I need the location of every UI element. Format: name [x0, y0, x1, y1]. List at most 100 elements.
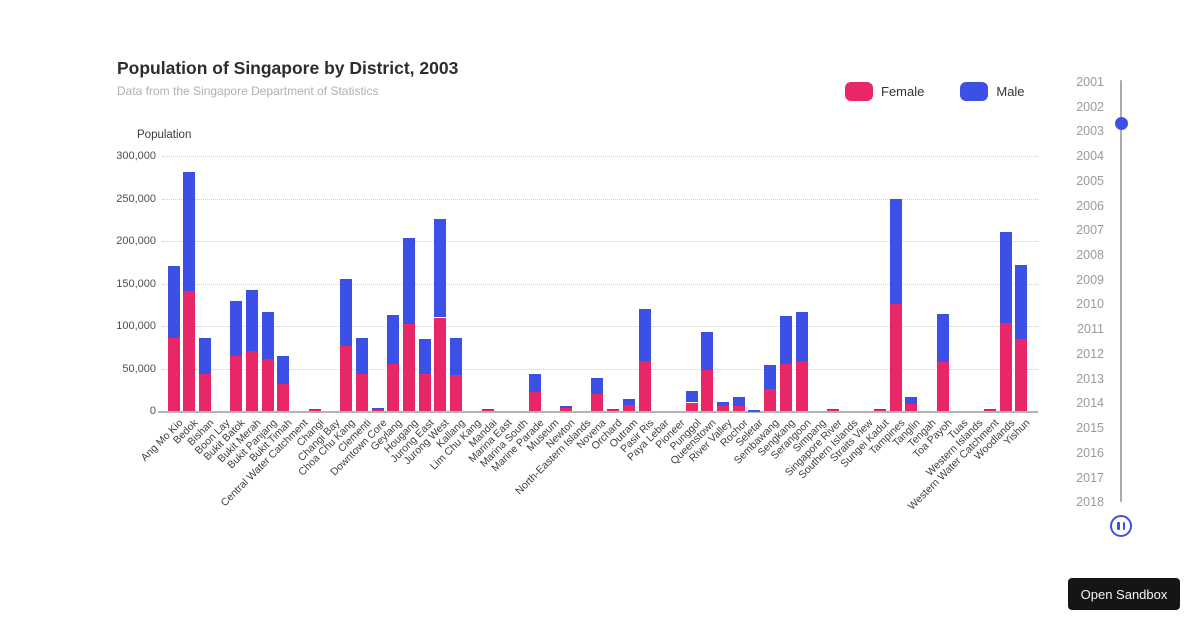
bar-segment-female[interactable]: [560, 408, 572, 411]
bar-segment-male[interactable]: [183, 172, 196, 292]
bar-segment-female[interactable]: [261, 359, 274, 411]
bar-segment-male[interactable]: [450, 337, 463, 376]
bar-segment-male[interactable]: [764, 365, 777, 389]
bar-segment-female[interactable]: [246, 350, 258, 411]
bar-segment-female[interactable]: [591, 394, 604, 411]
bar-segment-male[interactable]: [905, 397, 918, 405]
bar-segment-male[interactable]: [685, 391, 698, 403]
bar-segment-male[interactable]: [481, 409, 494, 411]
bar-segment-female[interactable]: [874, 410, 886, 411]
bar-segment-female[interactable]: [983, 410, 996, 411]
bar-segment-female[interactable]: [701, 370, 714, 411]
bar-segment-male[interactable]: [371, 408, 384, 410]
bar-segment-female[interactable]: [717, 405, 729, 411]
bar-segment-female[interactable]: [387, 364, 400, 411]
bar-segment-female[interactable]: [607, 410, 620, 411]
bar-segment-male[interactable]: [717, 401, 729, 406]
bar-segment-male[interactable]: [826, 409, 839, 411]
year-option-2002[interactable]: 2002: [1076, 99, 1104, 114]
bar-segment-female[interactable]: [277, 383, 290, 411]
bar-segment-female[interactable]: [340, 345, 353, 411]
bar-segment-female[interactable]: [795, 360, 808, 411]
bar-segment-female[interactable]: [403, 324, 415, 411]
bar-segment-female[interactable]: [481, 410, 494, 411]
year-option-2005[interactable]: 2005: [1076, 173, 1104, 188]
bar-segment-male[interactable]: [355, 337, 368, 375]
bar-segment-male[interactable]: [387, 314, 400, 365]
bar-segment-male[interactable]: [622, 399, 635, 406]
bar-segment-female[interactable]: [355, 374, 368, 411]
bar-segment-male[interactable]: [874, 409, 886, 411]
pause-button[interactable]: [1110, 515, 1132, 537]
bar-segment-male[interactable]: [1015, 264, 1028, 339]
bar-segment-male[interactable]: [638, 309, 651, 361]
year-option-2017[interactable]: 2017: [1076, 470, 1104, 485]
bar-segment-female[interactable]: [434, 317, 447, 411]
bar-segment-male[interactable]: [434, 218, 447, 318]
bar-segment-male[interactable]: [732, 397, 745, 406]
bar-segment-male[interactable]: [591, 377, 604, 394]
bar-segment-female[interactable]: [779, 364, 792, 411]
year-option-2001[interactable]: 2001: [1076, 75, 1104, 89]
bar-segment-male[interactable]: [308, 409, 321, 411]
year-option-2009[interactable]: 2009: [1076, 272, 1104, 287]
bar-segment-female[interactable]: [308, 410, 321, 411]
bar-segment-male[interactable]: [277, 355, 290, 384]
year-option-2013[interactable]: 2013: [1076, 371, 1104, 386]
year-option-2008[interactable]: 2008: [1076, 248, 1104, 263]
open-sandbox-button[interactable]: Open Sandbox: [1068, 578, 1180, 610]
bar-segment-male[interactable]: [607, 409, 620, 411]
legend-item-male[interactable]: Male: [960, 81, 1025, 101]
bar-segment-male[interactable]: [779, 315, 792, 365]
bar-segment-male[interactable]: [167, 265, 180, 338]
bar-segment-male[interactable]: [528, 374, 541, 393]
year-option-2014[interactable]: 2014: [1076, 396, 1104, 411]
bar-segment-female[interactable]: [450, 375, 463, 411]
bar-segment-female[interactable]: [230, 355, 243, 411]
legend-item-female[interactable]: Female: [845, 81, 924, 101]
bar-segment-male[interactable]: [230, 300, 243, 356]
year-option-2007[interactable]: 2007: [1076, 223, 1104, 238]
year-option-2004[interactable]: 2004: [1076, 149, 1104, 164]
bar-segment-female[interactable]: [999, 322, 1012, 411]
bar-segment-male[interactable]: [261, 312, 274, 360]
year-option-2016[interactable]: 2016: [1076, 445, 1104, 460]
bar-segment-female[interactable]: [936, 361, 949, 411]
bar-segment-male[interactable]: [403, 237, 415, 325]
bar-segment-male[interactable]: [983, 409, 996, 411]
bar-segment-male[interactable]: [795, 311, 808, 361]
slider-track[interactable]: [1120, 80, 1122, 502]
bar-segment-male[interactable]: [701, 331, 714, 371]
bar-segment-male[interactable]: [936, 314, 949, 362]
bar-segment-male[interactable]: [418, 338, 431, 375]
bar-segment-male[interactable]: [246, 290, 258, 351]
bar-segment-male[interactable]: [560, 405, 572, 409]
bar-segment-female[interactable]: [1015, 338, 1028, 411]
bar-segment-male[interactable]: [198, 337, 211, 375]
year-option-2018[interactable]: 2018: [1076, 495, 1104, 510]
bar-segment-male[interactable]: [999, 231, 1012, 323]
bar-segment-female[interactable]: [826, 410, 839, 411]
year-option-2003[interactable]: 2003: [1076, 124, 1104, 139]
year-option-2010[interactable]: 2010: [1076, 297, 1104, 312]
bar-segment-female[interactable]: [638, 360, 651, 411]
bar-segment-female[interactable]: [418, 374, 431, 411]
bar-segment-female[interactable]: [764, 388, 777, 411]
bar-segment-female[interactable]: [889, 303, 902, 411]
year-option-2011[interactable]: 2011: [1077, 322, 1104, 337]
bar-segment-male[interactable]: [340, 279, 353, 346]
bar-segment-female[interactable]: [167, 337, 180, 411]
bar-segment-female[interactable]: [183, 291, 196, 411]
year-option-2012[interactable]: 2012: [1076, 346, 1104, 361]
bar-segment-female[interactable]: [198, 374, 211, 411]
bar-segment-female[interactable]: [528, 392, 541, 411]
bar-segment-female[interactable]: [732, 405, 745, 411]
year-option-2006[interactable]: 2006: [1076, 198, 1104, 213]
bar-segment-female[interactable]: [371, 409, 384, 411]
bar-segment-male[interactable]: [889, 198, 902, 304]
bar-segment-female[interactable]: [622, 405, 635, 411]
bar-segment-female[interactable]: [905, 404, 918, 411]
year-option-2015[interactable]: 2015: [1076, 421, 1104, 436]
slider-handle[interactable]: [1114, 117, 1128, 131]
bar-segment-female[interactable]: [685, 402, 698, 411]
